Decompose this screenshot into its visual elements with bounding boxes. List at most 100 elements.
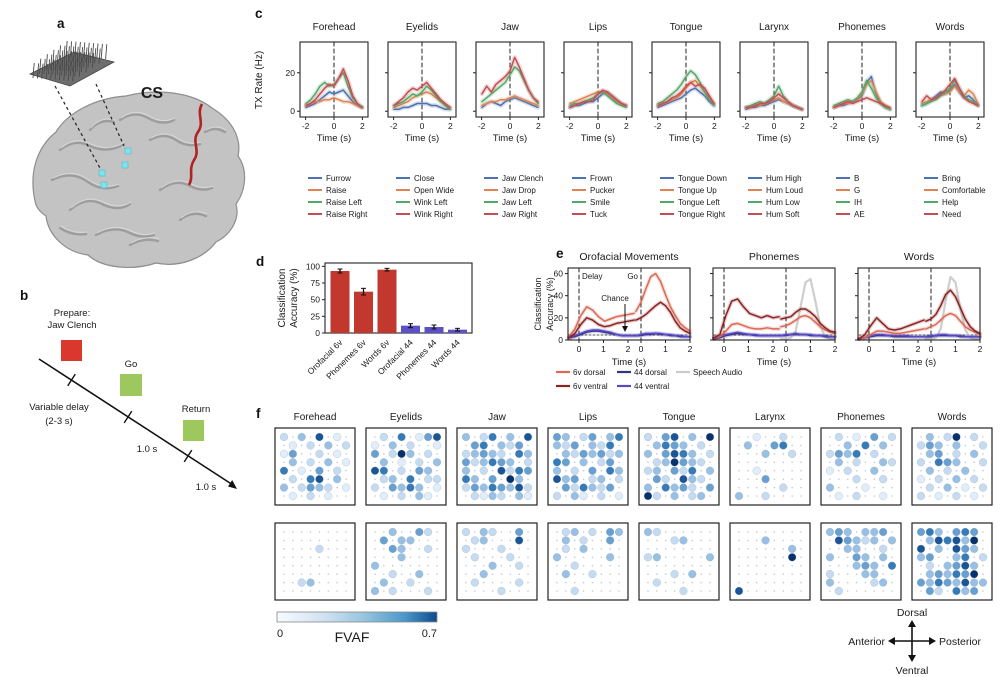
f-map-forehead-row1 [274,427,356,506]
f-electrode-dot-empty [738,573,740,575]
f-electrode-dot [297,432,306,442]
f-electrode-dot-empty [318,573,321,575]
f-electrode-dot-empty [647,478,649,480]
f-electrode-dot [952,561,961,570]
f-electrode-dot-empty [600,573,603,575]
f-electrode-dot-empty [800,469,802,472]
f-electrode-dot [843,466,852,475]
f-electrode-dot-empty [300,453,303,455]
f-electrode-dot-empty [374,495,376,497]
f-electrode-dot [570,474,579,484]
f-electrode-dot [514,483,524,492]
f-electrode-dot [470,491,480,501]
f-electrode-dot-empty [755,581,758,584]
f-electrode-dot-empty [336,461,338,464]
f-electrode-dot [488,458,497,467]
f-electrode-dot-empty [383,531,385,533]
f-electrode-dot-empty [773,573,776,575]
array-spike [74,51,77,67]
f-electrode-dot-empty [747,486,749,489]
e-series-line [780,332,836,338]
f-electrode-dot [379,466,389,475]
f-electrode-dot [423,544,433,554]
f-electrode-dot [670,483,679,492]
d-bar-phonemes-6v [354,291,373,333]
f-electrode-dot-empty [929,495,931,497]
f-electrode-dot [324,483,333,492]
f-electrode-dot [643,483,653,492]
f-electrode-dot [961,527,970,537]
f-electrode-dot-empty [664,469,667,472]
f-electrode-dot [705,449,715,459]
c-subplot-words: Words -2 0 2 Time (s) Bring Comfortable Help Nee… [913,22,986,219]
array-spike [76,46,79,62]
f-electrode-dot-empty [946,478,949,480]
timeline-tick [67,373,76,387]
f-electrode-dot [925,586,935,596]
f-electrode-dot-empty [873,478,876,480]
c-legend-label: Wink Left [414,198,448,207]
brain-sulcus [58,141,126,152]
f-electrode-dot-empty [400,531,403,533]
return-cue-square [183,420,204,441]
f-electrode-dot-empty [509,531,512,533]
e-series-line [635,332,691,338]
f-electrode-dot-empty [591,539,594,542]
f-electrode-dot-empty [491,444,494,447]
f-electrode-dot [497,491,506,501]
f-electrode-dot-empty [336,444,338,447]
d-bar-orofacial-6v [330,271,350,333]
f-electrode-dot [661,458,670,467]
f-electrode-dot [497,483,506,492]
f-electrode-dot-empty [482,548,485,550]
f-electrode-dot-empty [573,556,576,559]
f-electrode-dot-empty [700,436,702,438]
f-electrode-dot-empty [618,573,620,575]
go-label: Go [125,359,138,370]
f-electrode-dot-empty [418,453,421,455]
e-x-tick-label: 2 [771,344,776,354]
f-electrode-dot-empty [283,581,285,584]
f-electrode-dot-empty [400,581,403,584]
f-electrode-dot [388,527,397,537]
array-spike [78,51,81,67]
f-map-box [365,522,447,601]
f-electrode-dot-empty [556,548,558,550]
array-spike [91,52,95,68]
f-column-title: Tongue [663,412,696,423]
array-spike [94,48,97,64]
f-electrode-dot [461,527,471,537]
f-electrode-dot [934,449,943,459]
f-electrode-dot [934,544,943,554]
f-electrode-dot-empty [582,590,585,592]
f-electrode-dot [588,466,597,475]
f-electrode-dot-empty [920,469,922,472]
f-electrode-dot [288,441,298,450]
f-electrode-dot [597,474,606,484]
c-x-tick-label: -2 [654,121,662,131]
f-electrode-dot [461,474,471,484]
f-electrode-dot [952,491,961,501]
f-electrode-dot [688,449,697,459]
f-electrode-dot [341,483,351,492]
f-electrode-dot-empty [664,556,667,559]
f-electrode-dot-empty [709,461,711,464]
c-subplot-title: Forehead [313,22,356,33]
f-electrode-dot-empty [336,548,338,550]
f-electrode-dot-empty [855,581,858,584]
f-electrode-dot [679,458,688,467]
e-series-line [925,312,981,336]
f-electrode-dot-empty [436,548,438,550]
f-electrode-dot-empty [664,548,667,550]
f-electrode-dot-empty [400,478,403,480]
f-electrode-dot-empty [747,590,749,592]
f-electrode-dot-empty [609,548,611,550]
e-go-annotation: Go [627,272,638,281]
f-electrode-dot [423,491,433,501]
f-electrode-dot-empty [292,436,294,438]
f-electrode-dot-empty [556,531,558,533]
f-electrode-dot-empty [409,590,412,592]
f-electrode-dot-empty [300,461,303,464]
e-y-tick-label: 40 [554,291,564,301]
f-electrode-dot [514,466,524,475]
